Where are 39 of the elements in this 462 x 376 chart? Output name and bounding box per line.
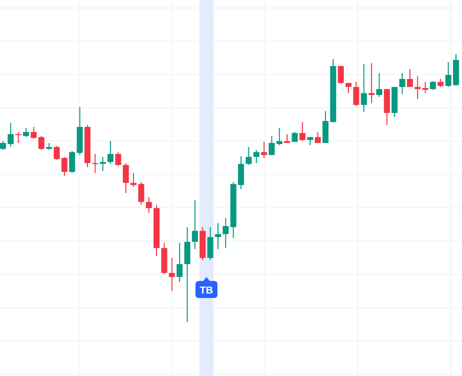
candlestick [30, 126, 37, 140]
candlestick [176, 242, 183, 283]
candlestick [338, 66, 344, 85]
candlestick [276, 127, 282, 146]
candlestick [384, 88, 390, 126]
candlestick [414, 75, 421, 100]
candlestick [100, 156, 106, 172]
candlestick [376, 72, 382, 98]
candlestick [23, 127, 30, 138]
candlestick [192, 200, 198, 250]
candlestick [168, 257, 175, 292]
candlestick [360, 63, 367, 112]
candlestick [15, 131, 22, 144]
annotation: TB [200, 286, 214, 296]
candlestick [261, 141, 268, 158]
candlestick [122, 162, 129, 194]
candlestick [368, 62, 375, 104]
candlestick [184, 226, 190, 322]
candlestick [38, 136, 44, 150]
candlestick [406, 68, 413, 88]
candlestick [61, 156, 68, 176]
candlestick [69, 150, 76, 174]
candlestick [422, 81, 428, 94]
candlestick [292, 131, 298, 142]
candlestick [353, 81, 360, 106]
candlestick [107, 140, 114, 164]
candlestick [146, 196, 152, 214]
candlestick [399, 72, 406, 94]
candlestick [299, 122, 306, 142]
candlestick [314, 131, 321, 144]
candlestick [268, 136, 275, 156]
candlestick [253, 149, 260, 164]
candlestick [222, 218, 229, 249]
candlestick [214, 222, 221, 250]
candlestick [115, 152, 122, 167]
candlestick [92, 153, 98, 174]
candlestick [246, 146, 252, 166]
candlestick [54, 145, 60, 161]
candlestick [207, 226, 214, 261]
